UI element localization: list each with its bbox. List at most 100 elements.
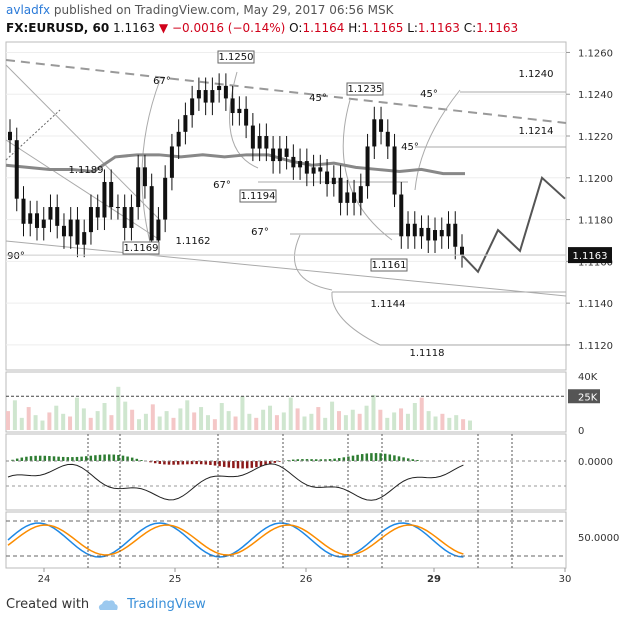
oscillator-panel[interactable] — [5, 433, 567, 511]
volume-bar — [199, 407, 204, 430]
volume-bar — [192, 412, 197, 430]
volume-bar — [461, 419, 466, 430]
last-price-tag: 1.1163 — [6, 247, 612, 264]
volume-bar — [150, 404, 155, 430]
candle-body — [379, 119, 384, 132]
candle-body — [109, 181, 114, 208]
candle-body — [156, 219, 161, 241]
price-axis[interactable]: 1.12601.12401.12201.12001.11801.11601.11… — [566, 48, 613, 352]
time-axis[interactable]: 24 25 26 29 30 — [38, 568, 572, 585]
volume-bars — [6, 386, 566, 430]
volume-bar — [6, 411, 10, 430]
volume-bar — [350, 409, 355, 430]
candle-body — [311, 167, 316, 174]
candle-body — [257, 136, 262, 149]
level-labels: 1.1250 1.1235 1.1194 1.1169 1.1161 1.1189 1.11… — [69, 50, 554, 359]
candle-body — [88, 207, 93, 233]
time-tick-label: 24 — [38, 574, 51, 585]
candle-body — [142, 167, 147, 187]
fib-arc-6[interactable] — [331, 291, 381, 346]
candle-body — [304, 161, 309, 174]
volume-bar — [130, 409, 135, 430]
price-tick-label: 1.1140 — [578, 299, 613, 310]
volume-tick-label: 0 — [578, 426, 584, 437]
candle-body — [250, 125, 255, 149]
level-label: 1.1162 — [176, 236, 211, 247]
volume-bar — [405, 413, 410, 430]
stochastic-slow-line — [7, 524, 464, 556]
volume-bar — [68, 416, 73, 430]
volume-bar — [447, 417, 452, 430]
candle-body — [399, 194, 404, 237]
fib-arc-2[interactable] — [229, 71, 259, 169]
volume-bar — [157, 416, 162, 430]
level-label: 1.1250 — [219, 52, 254, 63]
fib-arc-3[interactable] — [342, 99, 393, 241]
moving-average-line — [5, 153, 465, 176]
volume-bar — [81, 408, 86, 430]
volume-bar — [288, 397, 293, 430]
session-separators — [87, 434, 513, 568]
tradingview-link[interactable]: TradingView — [127, 597, 206, 612]
level-label: 1.1194 — [241, 191, 276, 202]
level-label: 1.1144 — [371, 299, 406, 310]
angle-label: 45° — [309, 93, 327, 104]
candle-body — [433, 230, 438, 241]
angle-label: 45° — [420, 89, 438, 100]
candle-body — [8, 131, 12, 141]
candle-body — [230, 98, 235, 114]
fan-line-1[interactable] — [5, 64, 161, 221]
support-trendline[interactable] — [5, 240, 567, 297]
candle-body — [122, 207, 127, 228]
level-label: 1.1240 — [519, 69, 554, 80]
volume-bar — [371, 394, 376, 430]
candle-body — [14, 140, 19, 199]
fib-arc-5[interactable] — [293, 234, 333, 291]
close-value: 1.1163 — [476, 21, 519, 35]
fan-line-2[interactable] — [5, 139, 161, 241]
angle-label: 67° — [153, 76, 171, 87]
candle-body — [446, 223, 451, 237]
price-panel[interactable] — [5, 41, 567, 371]
volume-bar — [364, 405, 369, 430]
stochastic-panel[interactable] — [5, 511, 567, 569]
angle-label: 67° — [213, 180, 231, 191]
close-label: C: — [463, 21, 477, 35]
level-label: 1.1169 — [124, 243, 159, 254]
volume-bar — [205, 415, 210, 430]
level-label: 1.1214 — [519, 126, 554, 137]
author-link[interactable]: avladfx — [6, 3, 51, 17]
volume-bar — [171, 417, 176, 430]
candle-body — [291, 156, 296, 168]
candle-body — [34, 213, 39, 228]
volume-bar — [454, 415, 459, 430]
time-tick-label: 25 — [169, 574, 182, 585]
candle-body — [419, 227, 424, 237]
low-label: L: — [407, 21, 418, 35]
fib-arc-4[interactable] — [414, 89, 461, 191]
volume-bar — [261, 409, 266, 430]
publication-line: avladfx published on TradingView.com, Ma… — [6, 3, 393, 17]
candle-body — [183, 115, 188, 132]
volume-bar — [137, 419, 142, 430]
symbol-label: FX:EURUSD, 60 — [6, 21, 110, 35]
fib-arc-1[interactable] — [141, 79, 161, 243]
volume-bar — [185, 400, 190, 430]
candle-body — [149, 186, 154, 241]
volume-bar — [88, 417, 93, 430]
volume-bar — [343, 415, 348, 430]
volume-bar — [240, 396, 245, 430]
candle-body — [55, 207, 60, 226]
volume-bar — [109, 415, 114, 430]
drawing-tools[interactable] — [5, 59, 567, 346]
candle-body — [392, 146, 397, 195]
volume-panel[interactable] — [5, 371, 567, 433]
projection-path[interactable] — [461, 175, 566, 274]
dotted-trendline[interactable] — [5, 109, 61, 161]
volume-bar — [54, 405, 59, 430]
candle-body — [102, 181, 107, 218]
volume-bar — [268, 405, 273, 430]
resistance-trendline[interactable] — [5, 59, 567, 124]
price-tick-label: 1.1260 — [578, 48, 613, 59]
